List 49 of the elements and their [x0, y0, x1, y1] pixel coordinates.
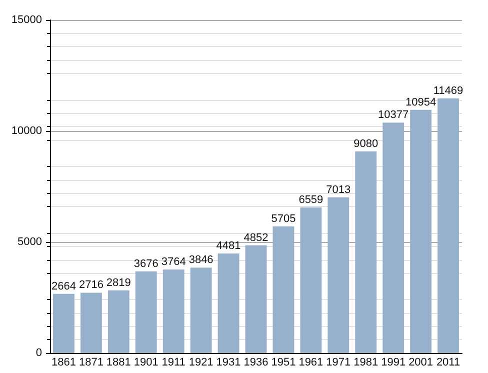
- x-tick-label: 2001: [408, 356, 434, 368]
- data-label: 10954: [406, 96, 436, 108]
- x-tick-label: 1931: [216, 356, 241, 368]
- x-tick-label: 1901: [134, 356, 158, 368]
- x-tick-label: 1991: [381, 356, 406, 368]
- x-tick-label: 1936: [244, 356, 268, 368]
- data-label: 4481: [216, 240, 241, 252]
- x-tick-label: 2011: [436, 356, 460, 368]
- x-tick-label: 1871: [78, 356, 104, 368]
- data-label: 3846: [188, 254, 214, 266]
- bar: [190, 268, 212, 353]
- data-label: 7013: [326, 184, 351, 196]
- y-tick-label: 0: [36, 347, 42, 359]
- data-label: 4852: [244, 232, 268, 244]
- x-tick-label: 1881: [106, 356, 131, 368]
- bar: [108, 290, 130, 353]
- y-tick-label: 15000: [11, 14, 42, 26]
- bar: [355, 151, 377, 353]
- data-label: 2664: [51, 280, 76, 292]
- x-tick-label: 1971: [326, 356, 351, 368]
- bar: [135, 271, 157, 353]
- x-tick-label: 1911: [162, 356, 186, 368]
- bar: [328, 197, 350, 353]
- x-tick-label: 1961: [298, 356, 324, 368]
- bar: [410, 110, 432, 353]
- bar: [80, 292, 102, 353]
- bar: [272, 226, 294, 353]
- x-tick-label: 1981: [354, 356, 378, 368]
- data-label: 3764: [161, 256, 186, 268]
- data-label: 10377: [378, 109, 409, 122]
- data-label: 6559: [298, 194, 324, 206]
- bar: [300, 207, 322, 353]
- x-tick-label: 1921: [188, 356, 214, 368]
- bar: [162, 269, 184, 353]
- bar: [218, 254, 240, 353]
- bar: [438, 98, 459, 353]
- data-label: 2819: [106, 276, 131, 289]
- y-tick-label: 5000: [18, 236, 42, 248]
- data-label: 3676: [134, 258, 158, 270]
- data-label: 9080: [354, 138, 378, 150]
- data-label: 2716: [78, 279, 104, 292]
- y-tick-label: 10000: [11, 125, 42, 137]
- data-label: 5705: [271, 212, 296, 225]
- data-label: 11469: [433, 84, 464, 97]
- x-tick-label: 1861: [51, 356, 76, 368]
- bar: [53, 294, 74, 353]
- bar: [245, 245, 267, 353]
- bar: [382, 122, 404, 353]
- x-tick-label: 1951: [271, 356, 296, 368]
